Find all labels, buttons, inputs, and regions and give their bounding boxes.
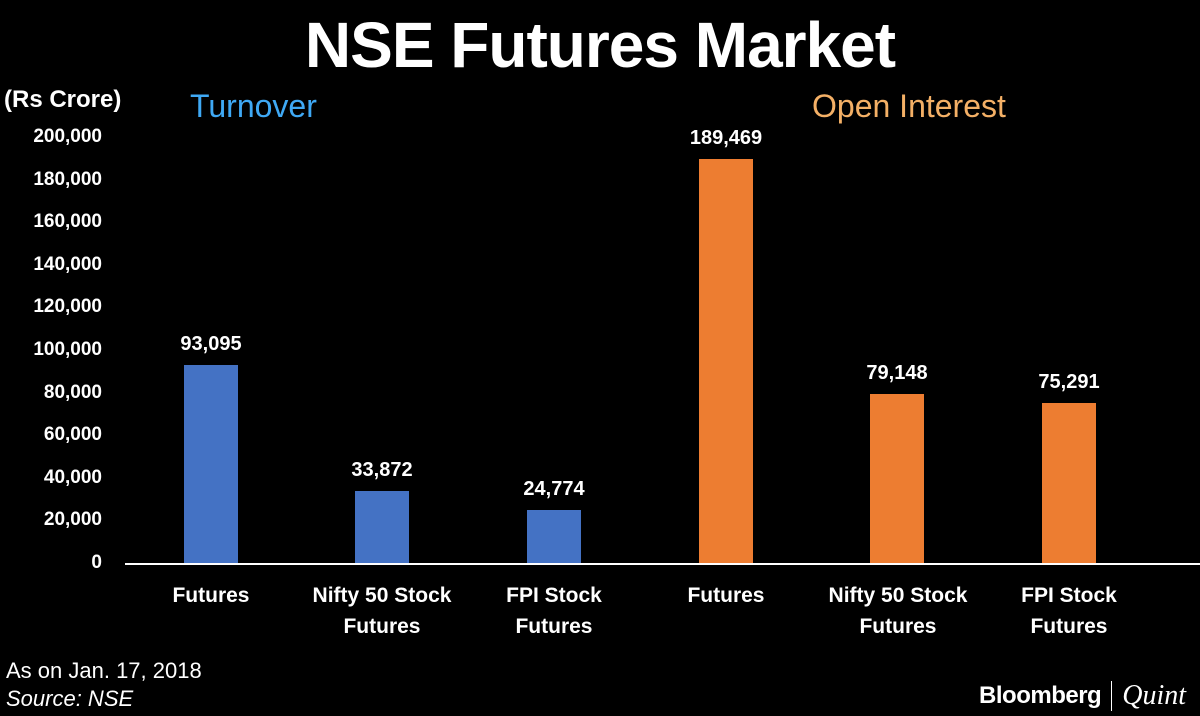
y-tick-label: 180,000	[33, 168, 102, 190]
bar-value-label: 79,148	[866, 362, 928, 385]
bar-value-label: 93,095	[180, 332, 242, 355]
bar-value-label: 75,291	[1038, 370, 1100, 393]
group-label-open-interest: Open Interest	[812, 88, 1006, 124]
bar	[870, 394, 924, 563]
y-tick-label: 80,000	[43, 381, 102, 403]
bloomberg-logo: Bloomberg	[979, 682, 1102, 709]
y-tick-label: 40,000	[43, 466, 102, 488]
y-tick-label: 120,000	[33, 296, 102, 318]
x-label: FPI Stock Futures	[1021, 584, 1117, 638]
x-label: Futures	[172, 584, 250, 607]
chart-title: NSE Futures Market	[304, 9, 896, 81]
quint-logo: Quint	[1122, 680, 1186, 711]
bar	[1042, 402, 1096, 563]
bar-value-label: 24,774	[523, 478, 585, 501]
as-of-date: As on Jan. 17, 2018	[6, 658, 202, 683]
bar-value-label: 33,872	[351, 458, 413, 481]
bar	[699, 159, 753, 563]
bar-value-label: 189,469	[689, 127, 763, 150]
x-label: Futures	[687, 584, 765, 607]
group-label-turnover: Turnover	[190, 88, 317, 124]
x-label: Nifty 50 Stock Futures	[828, 584, 968, 638]
y-tick-label: 100,000	[33, 339, 102, 360]
bar	[184, 364, 238, 563]
y-tick-label: 0	[91, 552, 102, 573]
source-note: Source: NSE	[6, 686, 134, 711]
x-label: Nifty 50 Stock Futures	[312, 584, 452, 638]
brand-logo: Bloomberg Quint	[979, 680, 1186, 712]
x-axis-line	[125, 563, 1200, 565]
x-label: FPI Stock Futures	[506, 584, 602, 638]
y-axis-unit: (Rs Crore)	[4, 86, 122, 113]
y-tick-label: 200,000	[33, 126, 102, 147]
bar	[355, 490, 409, 563]
bar	[527, 510, 581, 563]
y-tick-label: 140,000	[33, 253, 102, 275]
y-tick-label: 60,000	[43, 424, 102, 446]
y-tick-label: 160,000	[33, 211, 102, 233]
logo-divider	[1111, 681, 1113, 711]
y-tick-label: 20,000	[43, 509, 102, 531]
